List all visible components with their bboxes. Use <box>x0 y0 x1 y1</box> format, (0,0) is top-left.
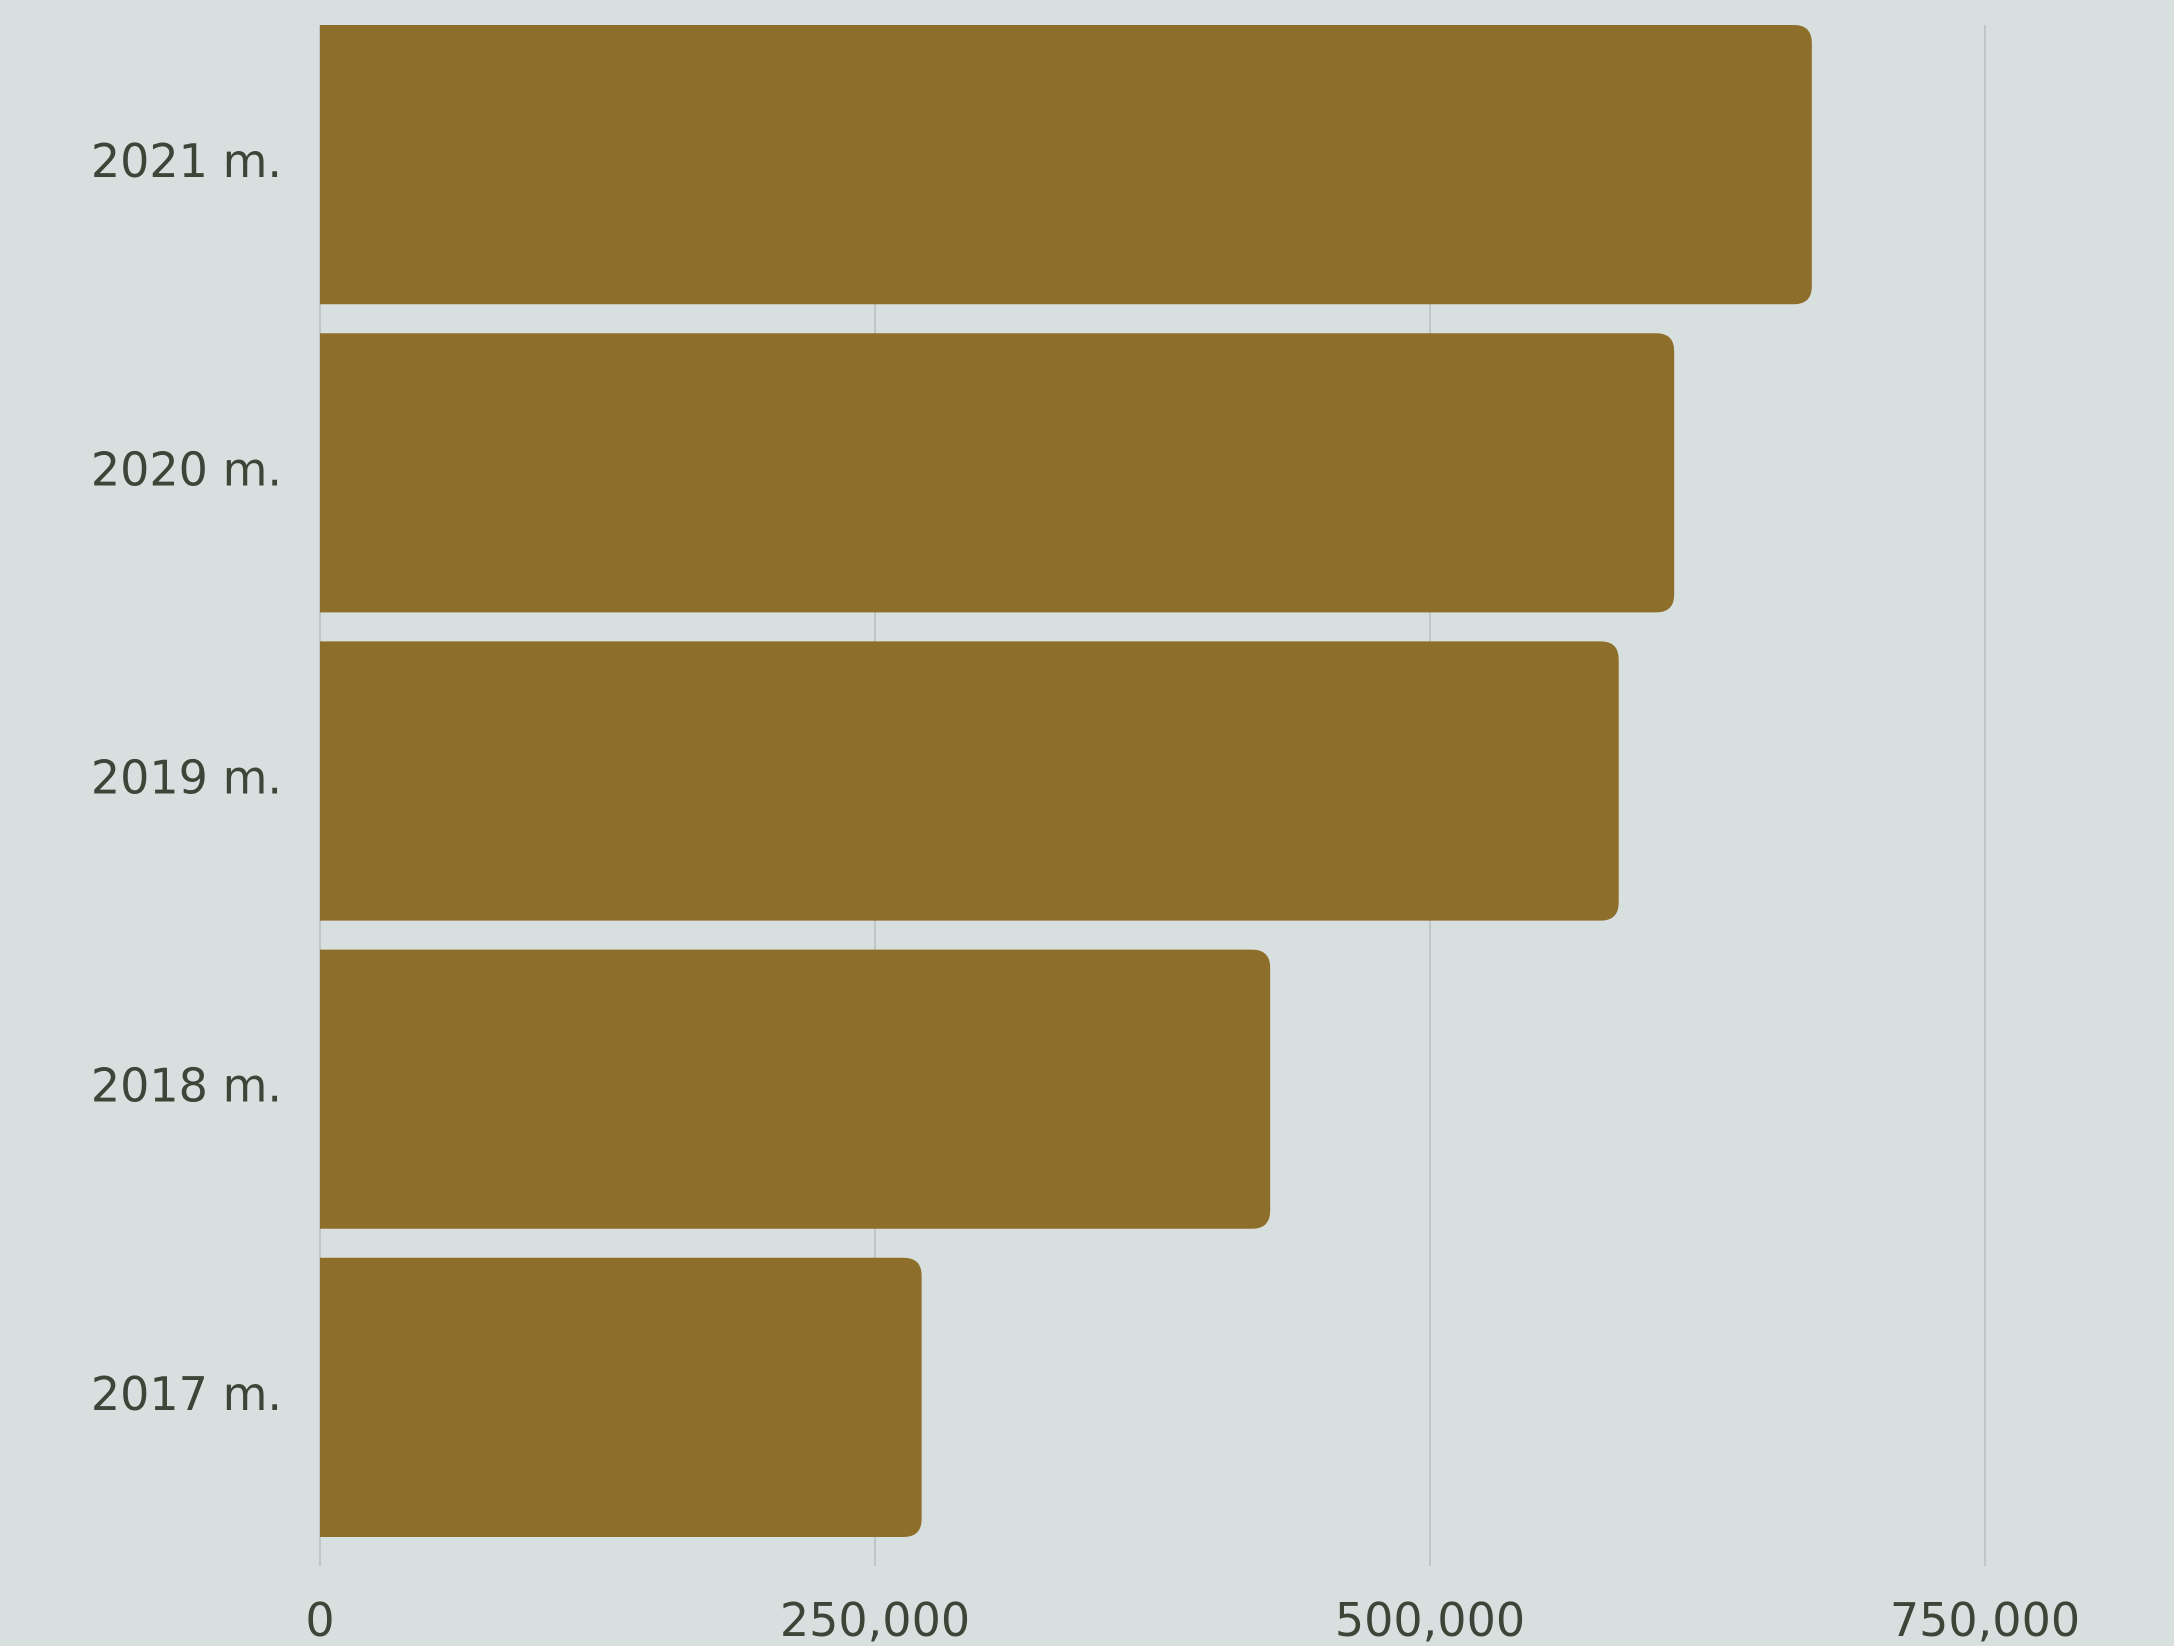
bars <box>320 25 1812 1537</box>
y-tick-label: 2020 m. <box>91 442 282 496</box>
bar-2018-m[interactable] <box>320 949 1271 1229</box>
bar-2021-m[interactable] <box>320 25 1812 305</box>
y-axis-labels: 2021 m. 2020 m. 2019 m. 2018 m. 2017 m. <box>91 134 282 1421</box>
x-tick-label: 750,000 <box>1890 1593 2080 1646</box>
bar-2020-m[interactable] <box>320 333 1675 613</box>
y-tick-label: 2021 m. <box>91 134 282 188</box>
x-tick-label: 250,000 <box>780 1593 970 1646</box>
y-tick-label: 2018 m. <box>91 1059 282 1113</box>
bar-2017-m[interactable] <box>320 1257 922 1537</box>
y-tick-label: 2017 m. <box>91 1367 282 1421</box>
x-tick-label: 500,000 <box>1335 1593 1525 1646</box>
y-tick-label: 2019 m. <box>91 751 282 805</box>
bar-2019-m[interactable] <box>320 641 1619 921</box>
x-axis-labels: 0 250,000 500,000 750,000 <box>305 1593 2080 1646</box>
x-tick-label: 0 <box>305 1593 334 1646</box>
